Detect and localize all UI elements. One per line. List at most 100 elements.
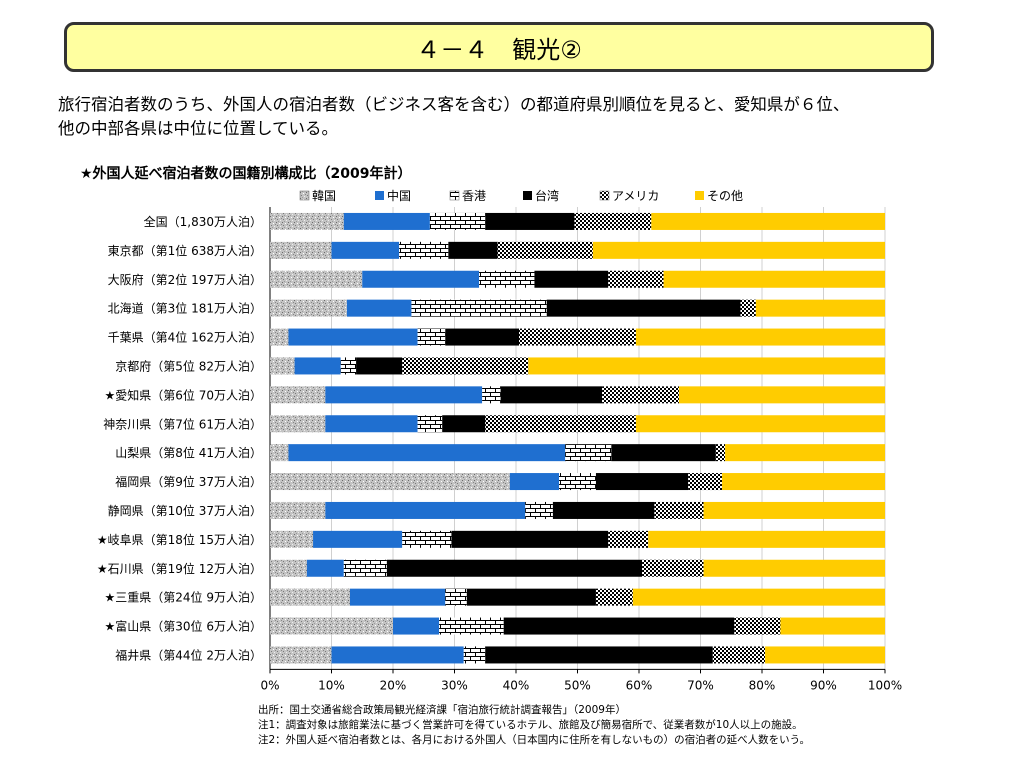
bar-segment-5 [608,530,649,548]
category-label: ★三重県（第24位 9万人泊） [105,590,262,605]
footnotes: 出所：国土交通省総合政策局観光経済課「宿泊旅行統計調査報告」（2009年） 注1… [258,703,810,748]
stacked-bar-chart: 韓国 中国 香港 台湾 アメリカ その他 全国（1,830万人泊） 東京都（第1位 638万… [97,188,902,692]
x-tick-label: 40% [503,678,530,692]
bar-segment-5 [740,299,756,317]
bar-segment-6 [528,357,885,375]
category-label: 大阪府（第2位 197万人泊） [108,272,262,287]
bar-segment-1 [270,646,332,664]
bar-segment-3 [565,444,612,462]
bar-segment-6 [780,617,885,635]
bar-segment-6 [703,559,885,577]
legend-swatch [299,190,310,201]
bar-segment-3 [402,530,452,548]
x-tick-label: 10% [318,678,345,692]
bar-segment-3 [399,241,449,259]
chart-title: ★外国人延べ宿泊者数の国籍別構成比（2009年計） [80,166,412,182]
bar-segment-3 [559,473,596,491]
bar-segment-1 [270,270,363,288]
bar-segment-6 [651,212,885,230]
legend-swatch [599,190,610,201]
bar-segment-4 [356,357,403,375]
bar-segment-4 [466,588,596,606]
category-label: 神奈川県（第7位 61万人泊） [103,416,262,431]
bar-segment-1 [270,444,289,462]
bar-segment-5 [497,241,593,259]
bar-segment-4 [552,501,655,519]
bar-segment-2 [331,646,464,664]
bar-segment-4 [451,530,609,548]
note-2: 注2：外国人延べ宿泊者数とは、各月における外国人（日本国内に住所を有しないもの）… [258,734,811,746]
bar-segment-1 [270,530,314,548]
bar-segment-6 [635,415,885,433]
chart-bars [270,212,885,664]
bar-segment-6 [635,328,885,346]
legend-label: 中国 [387,188,411,203]
bar-segment-2 [343,212,430,230]
category-label: 福井県（第44位 2万人泊） [115,647,262,662]
intro-line-1: 旅行宿泊者数のうち、外国人の宿泊者数（ビジネス客を含む）の都道府県別順位を見ると… [58,95,850,114]
x-tick-label: 100% [868,678,902,692]
page-title: ４－４ 観光② [416,35,582,64]
category-label: 全国（1,830万人泊） [144,214,262,229]
bar-segment-1 [270,473,510,491]
bar-segment-6 [765,646,885,664]
bar-segment-5 [734,617,781,635]
bar-segment-2 [393,617,440,635]
category-label: ★岐阜県（第18位 15万人泊） [97,532,262,547]
bar-segment-1 [270,241,332,259]
bar-segment-2 [288,444,566,462]
bar-segment-1 [270,588,350,606]
bar-segment-3 [525,501,553,519]
bar-segment-1 [270,357,295,375]
x-tick-label: 50% [564,678,591,692]
bar-segment-2 [346,299,412,317]
chart-legend: 韓国 中国 香港 台湾 アメリカ その他 [299,188,743,203]
bar-segment-4 [442,415,486,433]
bar-segment-5 [654,501,704,519]
bar-segment-4 [386,559,643,577]
category-label: 北海道（第3位 181万人泊） [108,301,262,316]
bar-segment-3 [340,357,357,375]
bar-segment-4 [546,299,741,317]
bar-segment-5 [608,270,664,288]
source-note: 出所：国土交通省総合政策局観光経済課「宿泊旅行統計調査報告」（2009年） [258,704,626,716]
bar-segment-5 [712,646,766,664]
bar-segment-3 [439,617,504,635]
bar-segment-6 [703,501,885,519]
bar-segment-2 [288,328,418,346]
bar-segment-2 [325,501,526,519]
chart-category-labels: 全国（1,830万人泊） 東京都（第1位 638万人泊） 大阪府（第2位 197万人… [97,214,262,663]
bar-segment-6 [755,299,885,317]
bar-segment-4 [445,328,520,346]
bar-segment-1 [270,212,344,230]
bar-segment-5 [485,415,636,433]
intro-text: 旅行宿泊者数のうち、外国人の宿泊者数（ビジネス客を含む）の都道府県別順位を見ると… [58,93,978,141]
category-label: 静岡県（第10位 37万人泊） [108,503,262,518]
bar-segment-4 [595,473,689,491]
bar-segment-1 [270,386,326,404]
chart-x-ticks: 0% 10% 20% 30% 40% 50% 60% 70% 80% 90% 100% [260,669,902,692]
bar-segment-6 [663,270,885,288]
bar-segment-1 [270,559,307,577]
category-label: 福岡県（第9位 37万人泊） [115,474,262,489]
legend-swatch [523,191,532,200]
bar-segment-4 [448,241,498,259]
bar-segment-3 [463,646,486,664]
bar-segment-3 [482,386,501,404]
bar-segment-1 [270,501,326,519]
bar-segment-4 [503,617,735,635]
legend-label: その他 [707,189,743,203]
bar-segment-6 [725,444,885,462]
intro-line-2: 他の中部各県は中位に位置している。 [58,119,339,138]
x-tick-label: 60% [626,678,653,692]
bar-segment-3 [343,559,387,577]
bar-segment-4 [500,386,603,404]
bar-segment-3 [417,328,446,346]
bar-segment-2 [325,386,483,404]
bar-segment-5 [715,444,726,462]
bar-segment-2 [306,559,344,577]
bar-segment-6 [678,386,885,404]
category-label: 京都府（第5位 82万人泊） [115,358,262,373]
bar-segment-4 [611,444,716,462]
bar-segment-5 [642,559,704,577]
